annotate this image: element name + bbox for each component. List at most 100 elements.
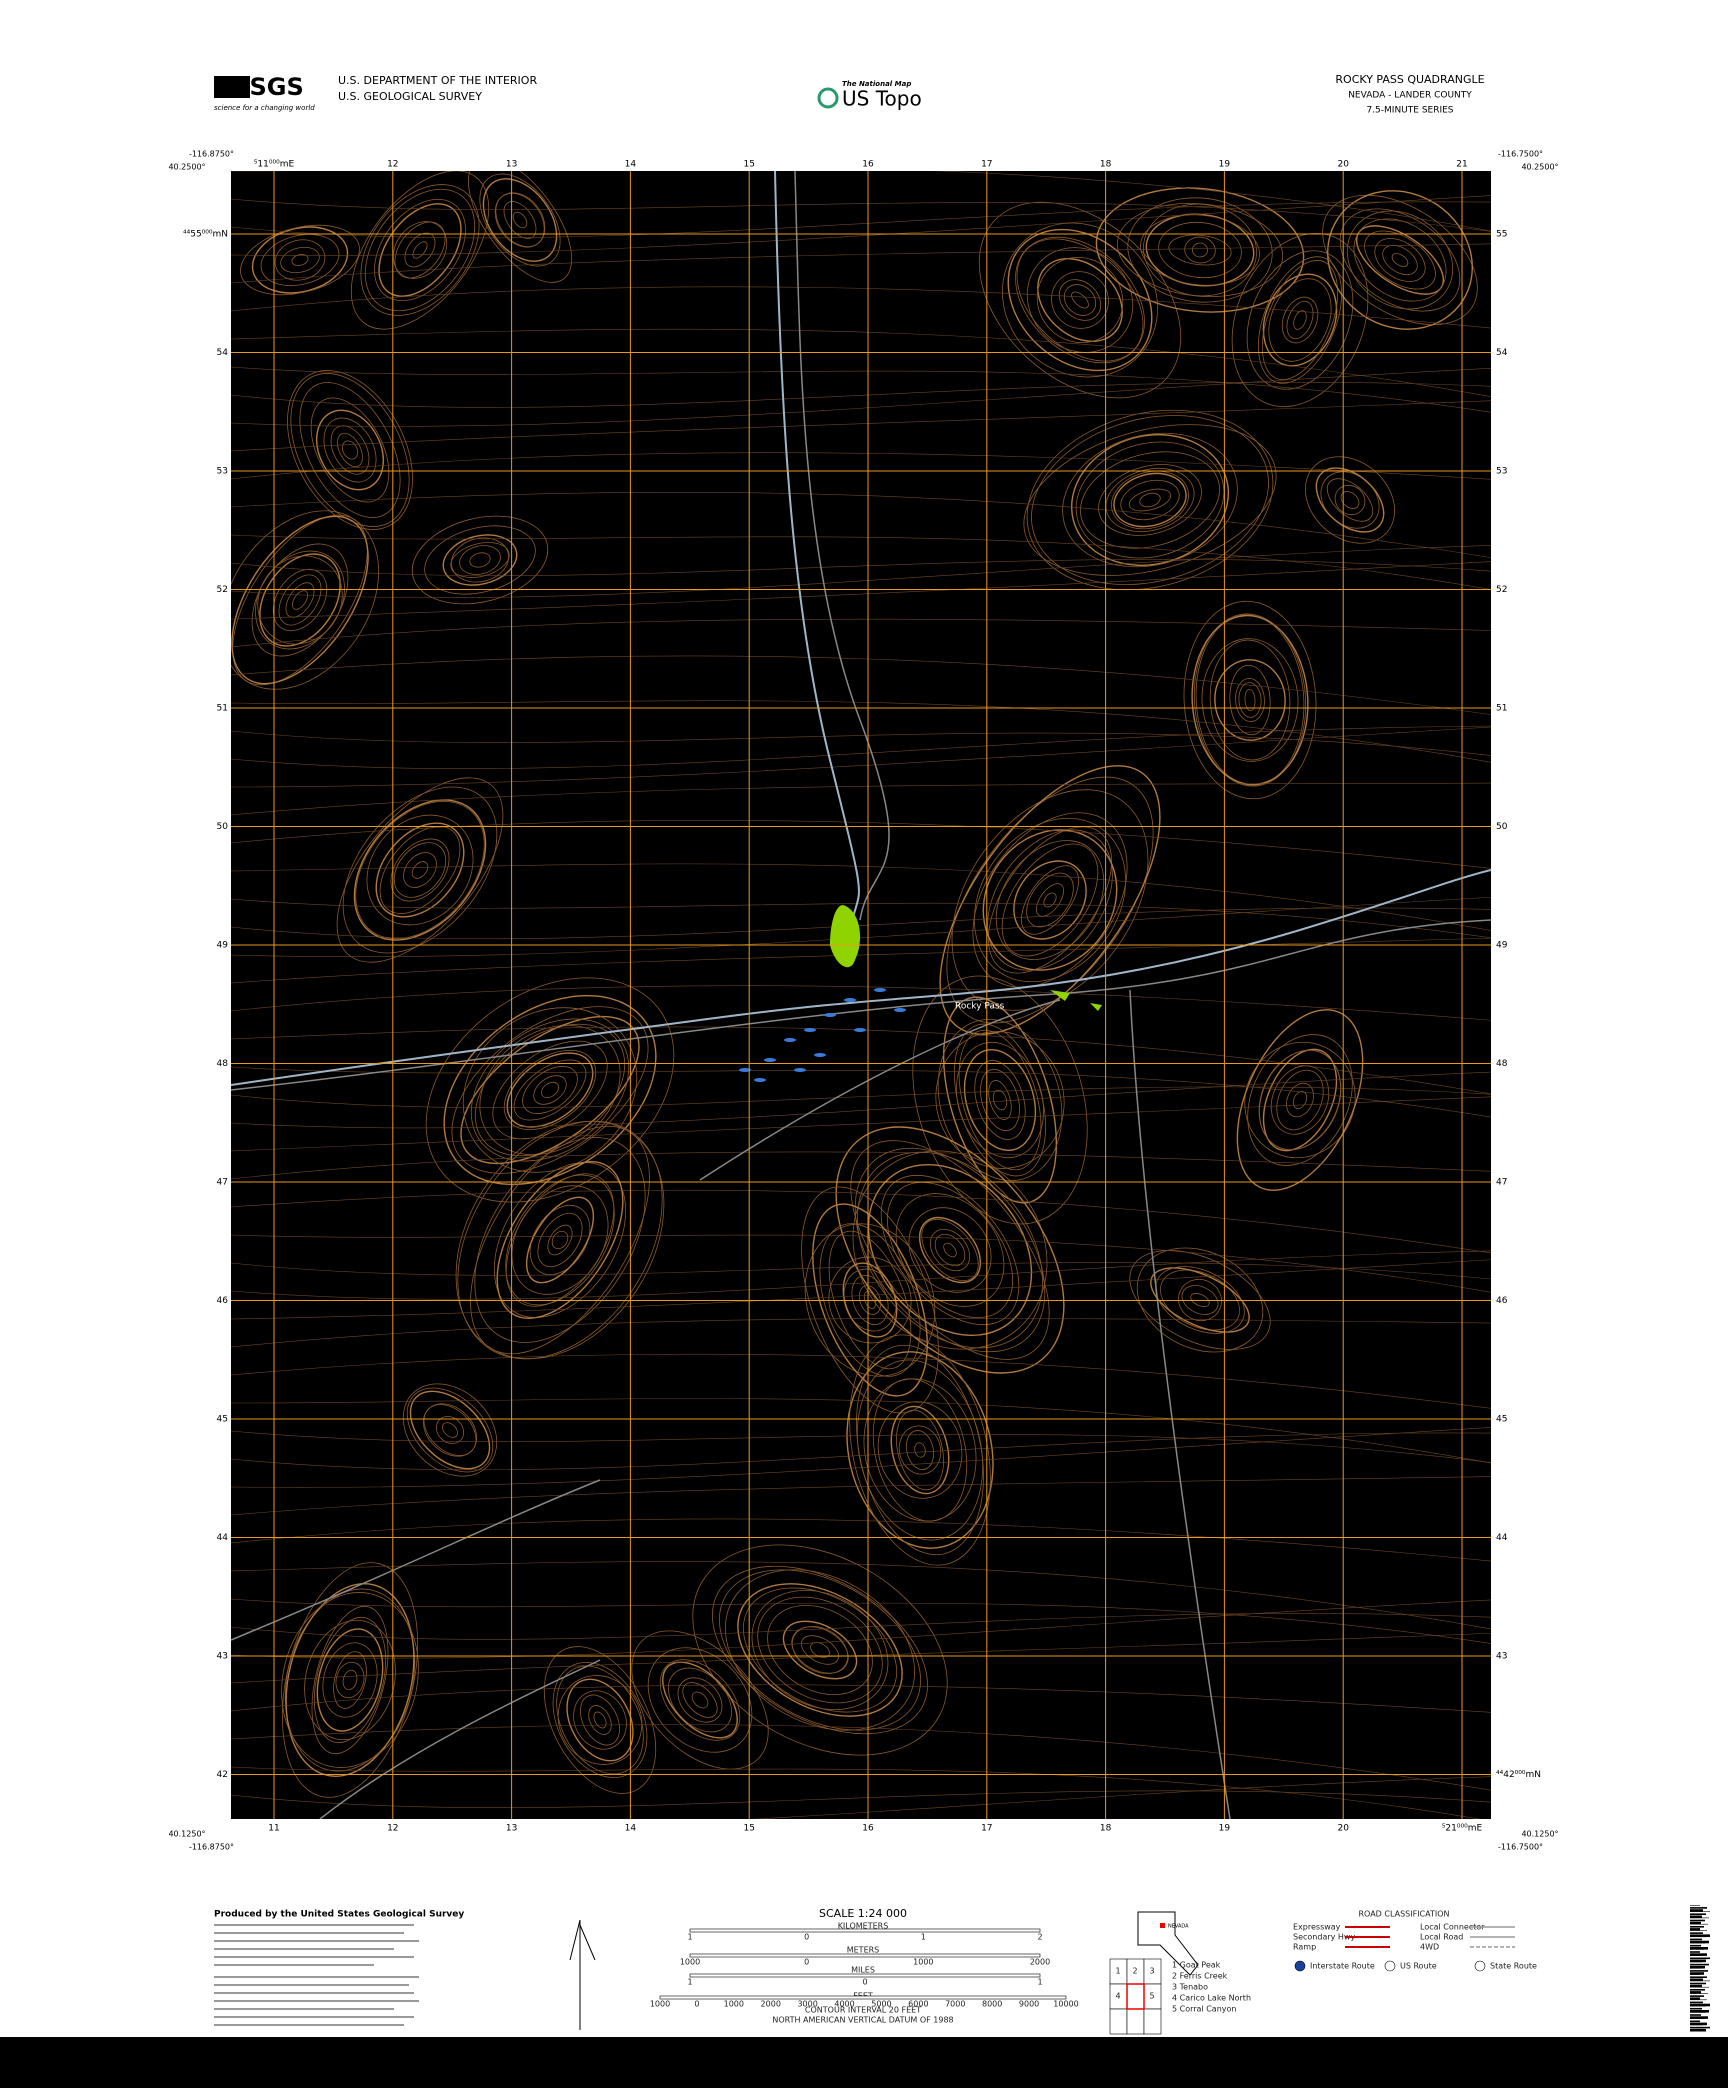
contour [856, 1359, 984, 1541]
contour [231, 510, 380, 690]
contour [1120, 479, 1180, 521]
bar [1690, 1978, 1703, 1982]
contour [1238, 682, 1262, 718]
contour [958, 1029, 1042, 1171]
contour [231, 1561, 1491, 1630]
bar [1690, 1919, 1705, 1922]
usgs-logo: USGS [230, 73, 304, 101]
contour [231, 896, 1491, 958]
bar [1690, 2026, 1710, 2029]
contour [898, 1425, 942, 1475]
contour [513, 1059, 587, 1121]
credits-lines [214, 1924, 419, 2026]
contour [231, 452, 1491, 480]
bar [1690, 1907, 1707, 1909]
bar [1690, 2001, 1703, 2004]
bar [1690, 1909, 1703, 1912]
contour [231, 1432, 1491, 1471]
bar [1690, 1905, 1700, 1906]
contour [506, 1052, 594, 1128]
contour [929, 1228, 971, 1272]
contour [982, 829, 1118, 971]
contour [231, 863, 1491, 931]
contour [494, 192, 546, 248]
contour [757, 1596, 883, 1704]
contour [278, 574, 322, 626]
scale-tick-label: 0 [862, 1978, 867, 1987]
contour [1071, 291, 1089, 309]
contour [1322, 194, 1478, 326]
easting-label: 17 [981, 160, 992, 170]
contour [378, 203, 462, 297]
contour [1062, 432, 1238, 568]
contour [231, 1598, 1491, 1644]
easting-label: 13 [506, 160, 517, 170]
contour [474, 1137, 646, 1343]
scale-tick-label: 10000 [1053, 2000, 1078, 2009]
contour [335, 1661, 365, 1699]
adjoining-quads: 1 2 3 4 5 1 Goat Peak 2 Ferris Creek 3 Tenabo 4 … [1109, 1958, 1251, 2035]
bar [1690, 1947, 1708, 1950]
contour [316, 1628, 384, 1732]
labels: ⁵11⁰⁰⁰mE 11 12 12 13 13 14 14 15 15 16 16 17 17 18 18 19… [183, 160, 1541, 1834]
contour [285, 1583, 415, 1777]
scale-tick-label: 1000 [650, 2000, 670, 2009]
contour [231, 726, 1491, 788]
contour [231, 618, 1491, 648]
contour [231, 1353, 1491, 1409]
contour [854, 1147, 1046, 1353]
scale-unit: METERS [847, 1946, 880, 1955]
contour [231, 559, 1491, 576]
contour [1201, 638, 1299, 762]
contour [469, 552, 491, 568]
scale-tick-label: 1 [1037, 1978, 1042, 1987]
contour [260, 234, 340, 286]
bar [1690, 2003, 1710, 2007]
contour [1195, 614, 1305, 786]
contour [423, 1403, 477, 1457]
northing-label: 43 [217, 1652, 228, 1662]
road-legend: Expressway Local Connector Secondary Hwy Lo… [1293, 1923, 1537, 1972]
contour [231, 1317, 1491, 1348]
contour [1258, 256, 1342, 384]
bar [1690, 1972, 1704, 1975]
contour [1190, 1293, 1210, 1307]
contour [1075, 441, 1225, 559]
contour [231, 492, 1491, 558]
bar [1690, 1974, 1700, 1975]
contour [1192, 242, 1208, 258]
contour [272, 568, 328, 632]
contour [231, 985, 1491, 1021]
contour [1127, 197, 1273, 303]
contour [533, 1075, 567, 1105]
bar [1690, 1932, 1703, 1934]
contour [1080, 451, 1220, 549]
contour [791, 1626, 849, 1674]
contour [659, 1659, 741, 1741]
contour [1063, 284, 1097, 316]
scale-tick-label: 1000 [680, 1958, 700, 1967]
northing-label: 48 [217, 1059, 229, 1069]
contour [846, 1351, 994, 1549]
contour [360, 184, 480, 316]
contour [1293, 310, 1307, 330]
contour [366, 814, 474, 926]
contour [231, 1250, 1491, 1300]
corner-label: 40.1250° [1521, 1830, 1558, 1839]
state-outline [1137, 1911, 1199, 1976]
quad-locator [1160, 1923, 1165, 1928]
bar [1690, 1980, 1710, 1982]
contour [336, 777, 504, 963]
contour [819, 1223, 921, 1377]
contour [842, 1262, 898, 1338]
bottom-bar [0, 2037, 1728, 2088]
contour [1181, 1285, 1219, 1315]
contour [750, 1776, 1491, 1819]
contour [291, 254, 309, 266]
adjoining-name: 2 Ferris Creek [1172, 1972, 1228, 1981]
contour [323, 417, 377, 483]
contour [573, 1690, 627, 1750]
contour [310, 397, 390, 503]
contour [537, 1212, 583, 1268]
